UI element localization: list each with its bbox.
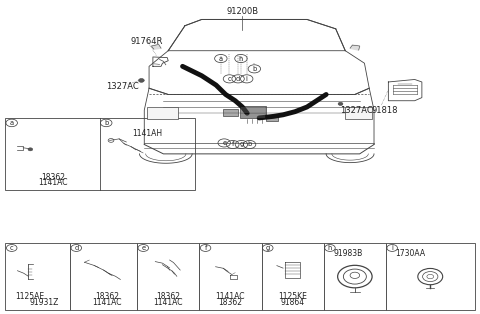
- Text: b: b: [248, 142, 252, 148]
- Bar: [70, 243, 137, 310]
- Bar: [262, 243, 324, 310]
- Text: i: i: [246, 76, 248, 82]
- Text: c: c: [228, 76, 231, 82]
- Bar: [5, 243, 70, 310]
- Text: 1730AA: 1730AA: [396, 249, 426, 257]
- Text: 18362: 18362: [156, 292, 180, 301]
- Circle shape: [12, 268, 17, 272]
- Circle shape: [338, 102, 343, 106]
- Text: b: b: [104, 120, 108, 126]
- Text: 91818: 91818: [372, 106, 398, 115]
- Text: a: a: [219, 56, 223, 62]
- Text: 1141AC: 1141AC: [92, 298, 122, 307]
- Text: 91931Z: 91931Z: [30, 298, 59, 307]
- Text: f: f: [232, 142, 234, 148]
- Text: h: h: [239, 56, 243, 62]
- Text: 18362: 18362: [95, 292, 119, 301]
- Polygon shape: [350, 45, 360, 50]
- Text: 91200B: 91200B: [227, 7, 258, 16]
- Text: 91983B: 91983B: [333, 249, 362, 257]
- Circle shape: [139, 78, 144, 82]
- Text: 18362: 18362: [218, 298, 242, 307]
- Text: 1141AC: 1141AC: [216, 292, 245, 301]
- Text: 1125KE: 1125KE: [278, 292, 307, 301]
- Text: e: e: [222, 140, 226, 146]
- Text: a: a: [10, 120, 14, 126]
- Text: 91864: 91864: [281, 298, 305, 307]
- Bar: [345, 107, 372, 120]
- Text: 1125AE: 1125AE: [15, 292, 45, 301]
- Bar: [386, 243, 475, 310]
- Circle shape: [28, 148, 33, 151]
- Bar: [266, 115, 278, 121]
- Text: e: e: [141, 245, 145, 251]
- Circle shape: [148, 274, 153, 277]
- Text: 91764R: 91764R: [131, 37, 163, 46]
- Bar: [223, 110, 238, 116]
- Polygon shape: [152, 45, 161, 49]
- Bar: [5, 118, 194, 190]
- Text: g: g: [240, 142, 243, 148]
- Bar: [137, 243, 199, 310]
- Text: g: g: [265, 245, 270, 251]
- Circle shape: [80, 261, 84, 264]
- Text: 18362: 18362: [41, 173, 65, 182]
- Text: d: d: [74, 245, 78, 251]
- Bar: [147, 107, 178, 120]
- Text: c: c: [10, 245, 13, 251]
- Text: f: f: [204, 245, 207, 251]
- Text: 1327AC: 1327AC: [107, 82, 139, 91]
- Circle shape: [271, 264, 276, 267]
- Bar: [199, 243, 262, 310]
- Text: b: b: [252, 66, 256, 72]
- Text: 1141AH: 1141AH: [132, 129, 162, 138]
- Text: i: i: [391, 245, 393, 251]
- Text: 1141AC: 1141AC: [38, 178, 68, 187]
- Text: 1141AC: 1141AC: [154, 298, 183, 307]
- Circle shape: [210, 265, 215, 268]
- Text: h: h: [328, 245, 332, 251]
- Circle shape: [87, 259, 91, 262]
- Bar: [240, 106, 266, 118]
- Text: d: d: [236, 76, 240, 82]
- Bar: [324, 243, 386, 310]
- Text: 1327AC: 1327AC: [340, 106, 373, 115]
